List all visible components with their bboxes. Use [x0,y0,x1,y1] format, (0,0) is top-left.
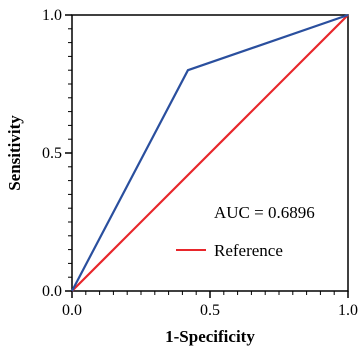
major-ticks [65,14,349,298]
y-axis-title: Sensitivity [5,115,24,191]
series-layer [71,13,349,292]
legend-label-reference: Reference [214,241,283,260]
y-tick-label: 0.5 [42,145,62,162]
auc-annotation: AUC = 0.6896 [214,203,315,222]
minor-ticks [68,28,335,295]
x-tick-labels: 0.0 0.5 1.0 [62,302,358,319]
plot-area [65,13,349,298]
x-tick-label: 0.0 [62,302,82,319]
series-line-reference [71,14,349,292]
legend: Reference [176,241,283,260]
series-line-roc [71,13,349,292]
x-axis-title: 1-Specificity [165,327,255,346]
y-tick-label: 0.0 [42,283,62,300]
x-tick-label: 1.0 [338,302,358,319]
y-tick-labels: 0.0 0.5 1.0 [42,7,62,300]
y-tick-label: 1.0 [42,7,62,24]
x-tick-label: 0.5 [200,302,220,319]
